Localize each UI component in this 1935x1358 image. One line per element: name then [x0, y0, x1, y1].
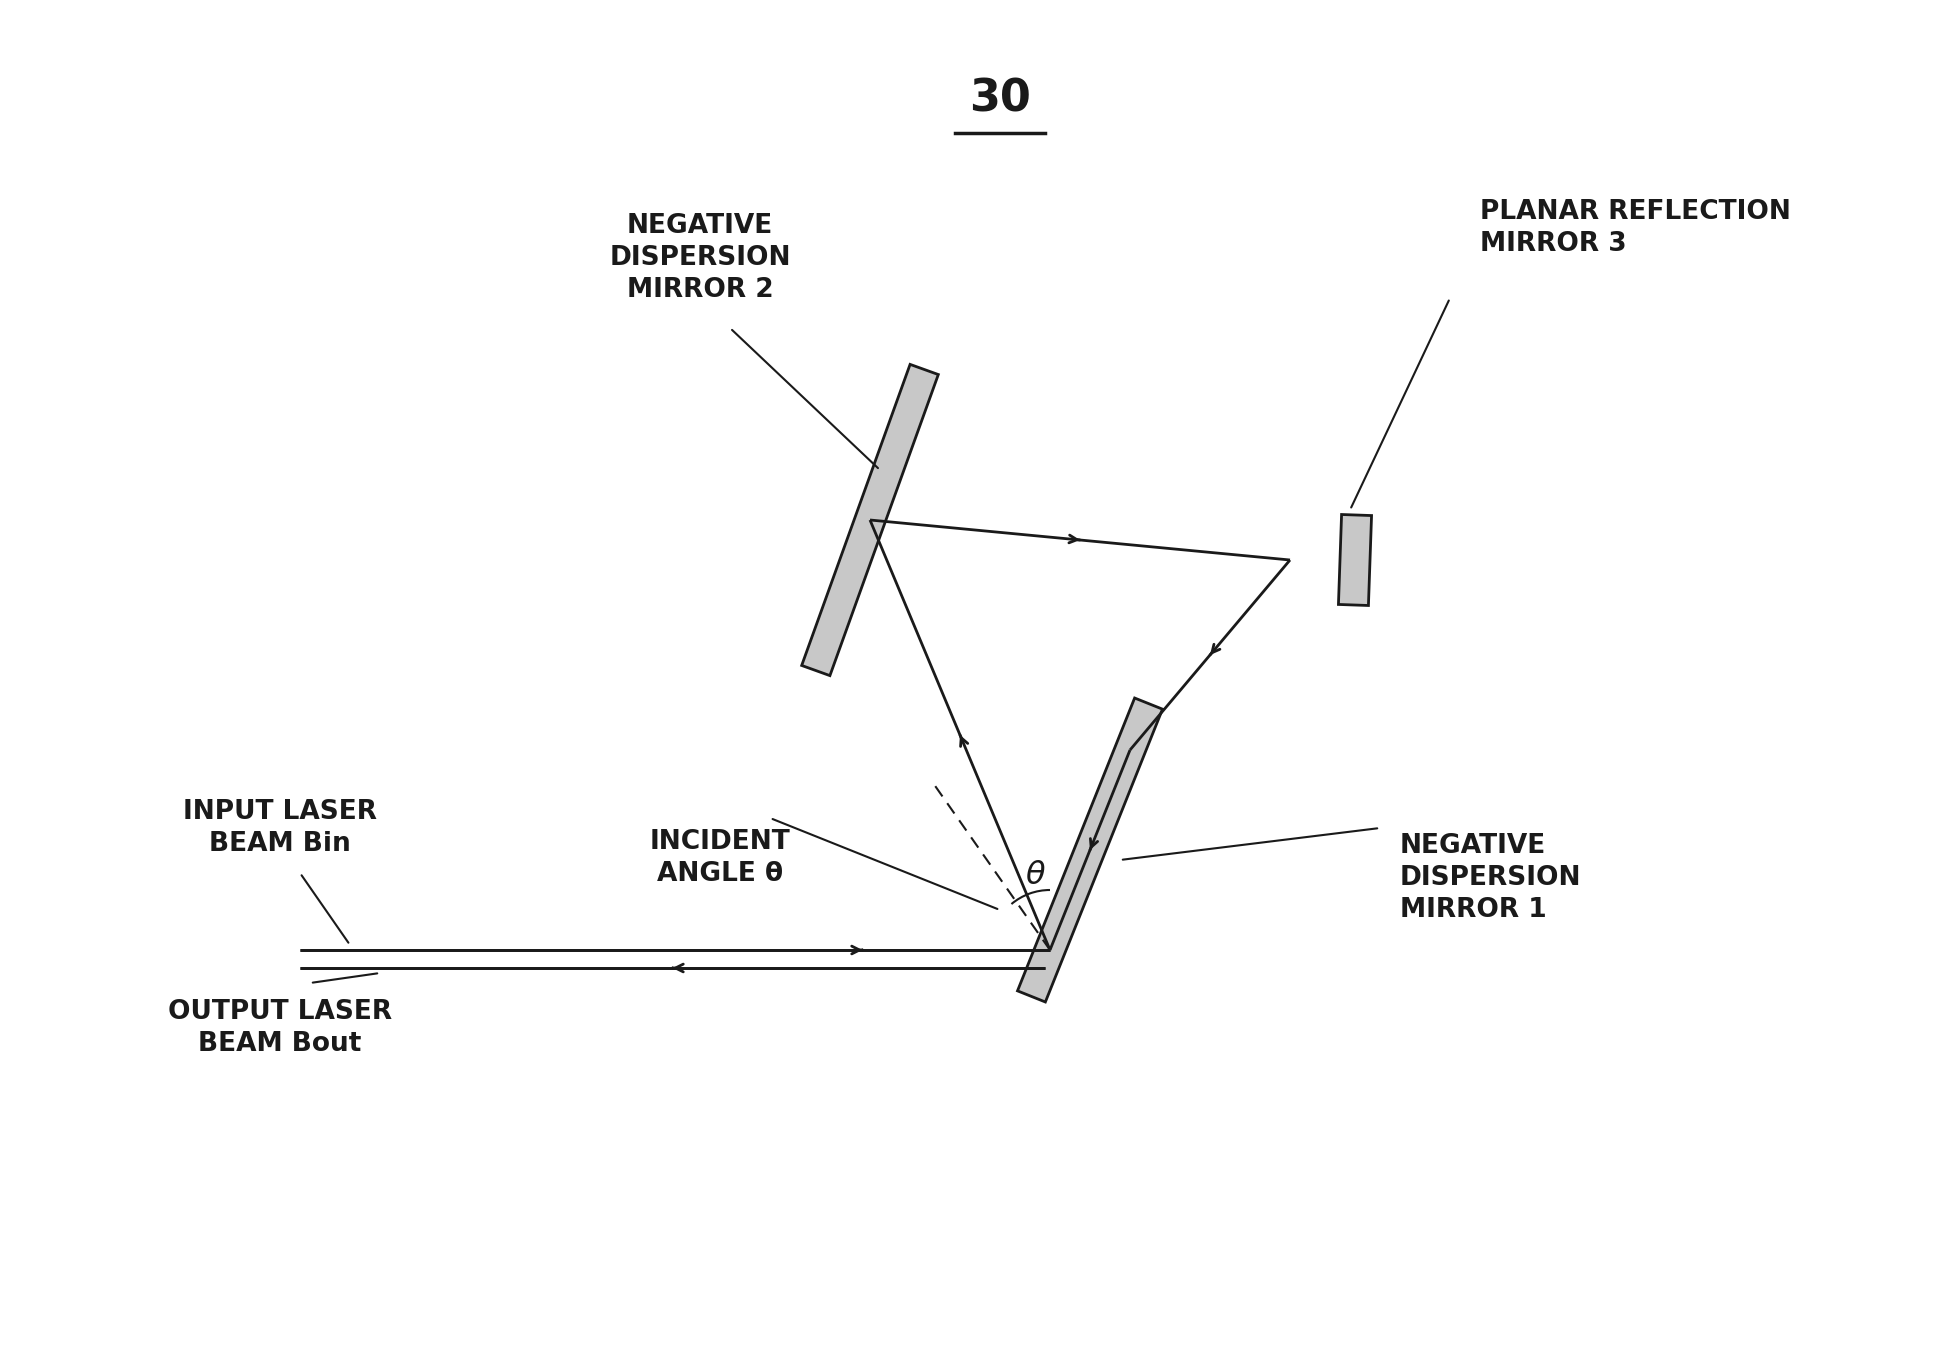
Text: INPUT LASER
BEAM Bin: INPUT LASER BEAM Bin [184, 799, 377, 857]
Text: NEGATIVE
DISPERSION
MIRROR 1: NEGATIVE DISPERSION MIRROR 1 [1401, 832, 1581, 923]
Polygon shape [801, 364, 938, 676]
Text: 30: 30 [969, 77, 1031, 121]
Text: NEGATIVE
DISPERSION
MIRROR 2: NEGATIVE DISPERSION MIRROR 2 [610, 213, 791, 303]
Polygon shape [1018, 698, 1163, 1002]
Text: PLANAR REFLECTION
MIRROR 3: PLANAR REFLECTION MIRROR 3 [1480, 200, 1792, 257]
Polygon shape [1339, 515, 1372, 606]
Text: θ: θ [1026, 860, 1045, 891]
Text: OUTPUT LASER
BEAM Bout: OUTPUT LASER BEAM Bout [168, 999, 393, 1057]
Text: INCIDENT
ANGLE θ: INCIDENT ANGLE θ [650, 828, 789, 887]
